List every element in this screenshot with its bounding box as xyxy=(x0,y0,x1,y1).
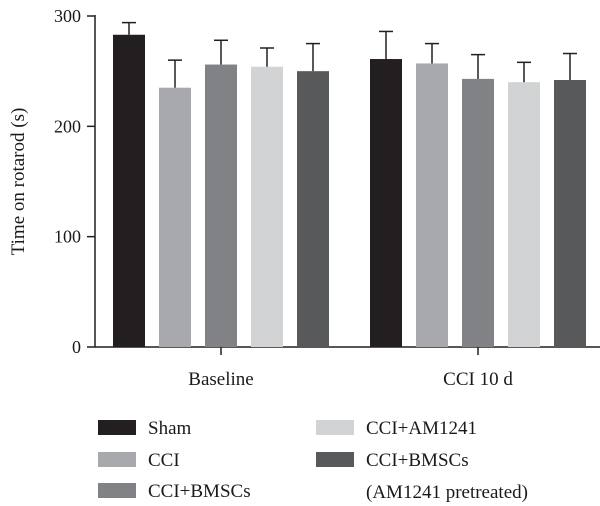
x-category-label: Baseline xyxy=(188,369,253,390)
bar xyxy=(251,66,283,348)
chart-labels: 0 100 200 300 Time on rotarod (s) Baseline CCI… xyxy=(8,6,513,390)
y-tick-label: 200 xyxy=(54,116,81,136)
y-tick-label: 100 xyxy=(54,227,81,247)
legend-swatch xyxy=(98,420,136,435)
legend-swatch xyxy=(316,420,354,435)
legend-swatch xyxy=(98,452,136,467)
y-tick-label: 0 xyxy=(72,337,81,357)
legend-label-line2: (AM1241 pretreated) xyxy=(366,482,528,503)
chart-error-bars xyxy=(122,21,577,88)
legend-label: Sham xyxy=(148,418,192,439)
y-axis-title: Time on rotarod (s) xyxy=(8,108,29,256)
bar xyxy=(416,63,448,348)
bar xyxy=(462,78,494,347)
bar xyxy=(113,34,145,348)
legend-label: CCI xyxy=(148,450,180,471)
bar xyxy=(297,71,329,348)
legend-swatch xyxy=(98,483,136,498)
bar xyxy=(205,64,237,348)
chart-legend: Sham CCI CCI+BMSCs CCI+AM1241 CCI+BMSCs (AM12… xyxy=(98,418,528,503)
y-tick-label: 300 xyxy=(54,6,81,26)
bar xyxy=(508,82,540,347)
bar xyxy=(370,59,402,347)
bar xyxy=(159,87,191,347)
bar xyxy=(554,79,586,347)
legend-label: CCI+AM1241 xyxy=(366,418,477,439)
legend-label: CCI+BMSCs xyxy=(148,481,251,502)
chart-bars xyxy=(113,34,586,348)
x-category-label: CCI 10 d xyxy=(443,369,513,390)
legend-label: CCI+BMSCs xyxy=(366,450,469,471)
legend-swatch xyxy=(316,452,354,467)
